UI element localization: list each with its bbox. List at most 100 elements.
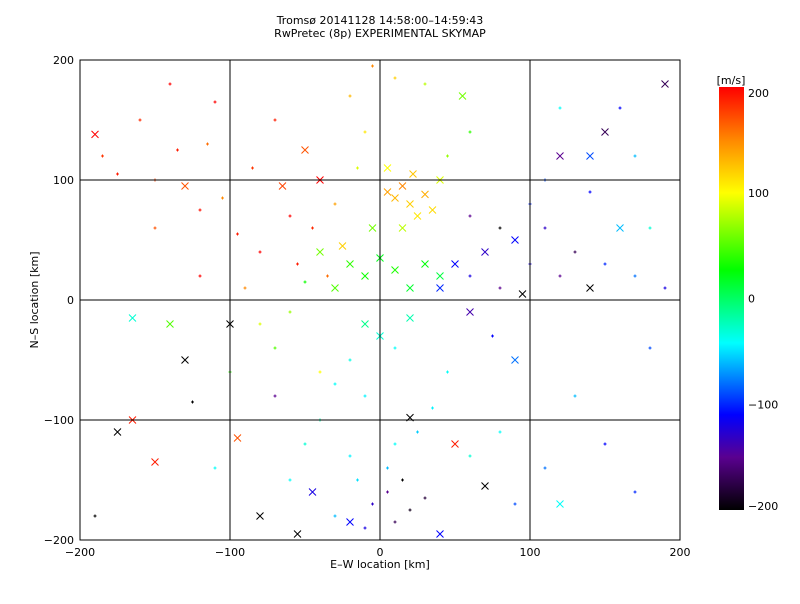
data-point-dot xyxy=(468,274,472,278)
y-tick-label: 0 xyxy=(67,294,74,307)
chart-title: Tromsø 20141128 14:58:00–14:59:43 xyxy=(276,14,484,27)
data-point-dot xyxy=(423,496,427,500)
data-point-cross xyxy=(511,236,519,244)
data-point-cross xyxy=(661,80,669,88)
data-point-dot xyxy=(191,400,194,404)
x-tick-label: 0 xyxy=(377,546,384,559)
colorbar-tick-label: −100 xyxy=(748,398,778,411)
colorbar-tick-label: 200 xyxy=(748,87,769,100)
colorbar-tick-label: 100 xyxy=(748,187,769,200)
data-point-cross xyxy=(361,320,369,328)
data-point-dot xyxy=(318,370,322,374)
data-point-dot xyxy=(303,442,307,446)
data-point-dot xyxy=(386,490,389,494)
data-point-dot xyxy=(633,274,637,278)
data-point-cross xyxy=(421,260,429,268)
data-point-cross xyxy=(398,224,407,232)
data-point-dot xyxy=(423,82,427,86)
data-point-dot xyxy=(356,166,359,170)
data-point-dot xyxy=(446,154,449,158)
data-point-dot xyxy=(213,466,217,470)
colorbar-label: [m/s] xyxy=(717,74,746,87)
data-point-dot xyxy=(513,502,517,506)
data-point-dot xyxy=(138,118,142,122)
data-point-dot xyxy=(543,226,547,230)
y-axis-ticks: −200 −100 0 100 200 xyxy=(44,54,74,547)
data-point-dot xyxy=(663,286,667,290)
data-point-cross xyxy=(151,458,159,466)
x-axis-label: E–W location [km] xyxy=(330,558,430,571)
data-point-dot xyxy=(633,490,637,494)
data-point-dot xyxy=(116,172,119,176)
data-point-dot xyxy=(153,226,157,230)
data-point-cross xyxy=(398,182,407,190)
data-point-cross xyxy=(481,248,489,256)
data-point-dot xyxy=(588,190,592,194)
data-point-dot xyxy=(236,232,239,236)
data-point-cross xyxy=(308,488,317,496)
data-point-dot xyxy=(393,442,397,446)
data-point-cross xyxy=(301,146,309,154)
colorbar xyxy=(719,87,744,510)
y-tick-label: −100 xyxy=(44,414,74,427)
data-point-dot xyxy=(446,370,449,374)
colorbar-tick-label: −200 xyxy=(748,500,778,513)
data-point-dot xyxy=(288,310,292,314)
data-point-dot xyxy=(393,520,397,524)
data-point-cross xyxy=(616,224,624,232)
data-point-cross xyxy=(466,308,474,316)
y-tick-label: 200 xyxy=(53,54,74,67)
y-axis-label: N–S location [km] xyxy=(28,251,41,348)
data-point-dot xyxy=(498,430,502,434)
data-point-cross xyxy=(436,530,444,538)
x-tick-label: 100 xyxy=(520,546,541,559)
y-tick-label: −200 xyxy=(44,534,74,547)
data-point-dot xyxy=(348,94,352,98)
data-point-cross xyxy=(233,434,242,442)
data-point-dot xyxy=(221,196,224,200)
data-point-dot xyxy=(213,100,217,104)
data-point-dot xyxy=(386,466,389,470)
data-point-cross xyxy=(181,356,189,364)
data-point-dot xyxy=(168,82,172,86)
data-point-cross xyxy=(166,320,174,328)
data-point-dot xyxy=(603,262,607,266)
data-point-cross xyxy=(91,130,99,139)
data-point-dot xyxy=(288,214,292,218)
data-point-cross xyxy=(346,518,354,526)
data-point-dot xyxy=(258,250,262,254)
data-point-cross xyxy=(436,284,444,292)
x-axis-ticks: −200 −100 0 100 200 xyxy=(65,546,691,559)
data-point-dot xyxy=(273,346,277,350)
data-point-dot xyxy=(326,274,329,278)
data-point-cross xyxy=(451,440,459,448)
data-point-cross xyxy=(278,182,287,190)
data-point-dot xyxy=(363,526,367,530)
data-point-cross xyxy=(256,512,264,520)
data-point-dot xyxy=(491,334,494,338)
data-point-dot xyxy=(431,406,434,410)
data-point-dot xyxy=(371,64,374,68)
data-point-cross xyxy=(406,284,414,292)
data-point-dot xyxy=(558,274,562,278)
data-point-dot xyxy=(273,394,277,398)
data-point-dot xyxy=(648,346,652,350)
data-point-dot xyxy=(348,358,352,362)
data-point-cross xyxy=(293,530,302,538)
data-point-cross xyxy=(316,248,324,256)
data-point-cross xyxy=(181,182,189,190)
data-point-cross xyxy=(128,314,137,322)
data-point-cross xyxy=(346,260,354,268)
data-point-dot xyxy=(176,148,179,152)
data-point-dot xyxy=(356,478,359,482)
data-point-cross xyxy=(421,190,429,199)
data-point-dot xyxy=(333,382,337,386)
data-point-dot xyxy=(618,106,622,110)
data-point-dot xyxy=(363,394,367,398)
data-point-cross xyxy=(406,200,414,208)
data-point-dot xyxy=(198,274,202,278)
y-tick-label: 100 xyxy=(53,174,74,187)
data-point-dot xyxy=(296,262,299,266)
data-point-dot xyxy=(633,154,637,158)
